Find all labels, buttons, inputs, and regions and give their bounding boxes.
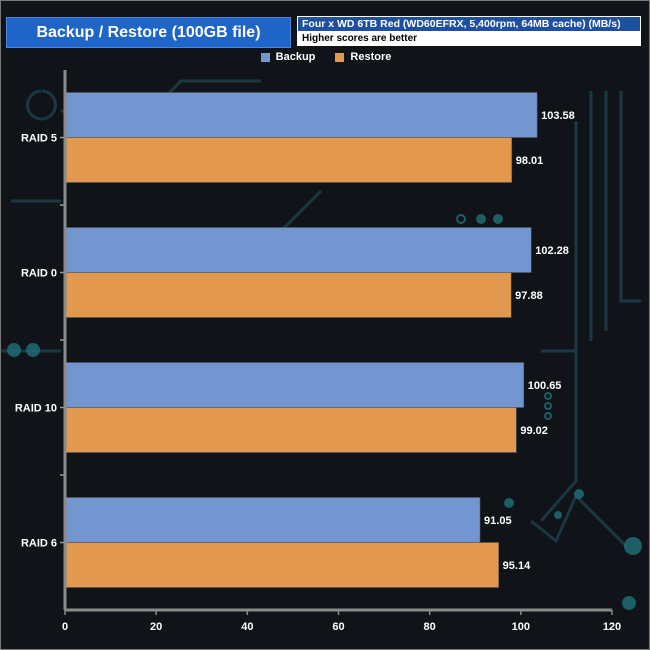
data-label: 91.05	[484, 515, 512, 527]
x-tick-label: 100	[512, 621, 530, 633]
chart-subtitle: Four x WD 6TB Red (WD60EFRX, 5,400rpm, 6…	[297, 16, 641, 32]
category-label: RAID 6	[21, 538, 57, 550]
data-label: 100.65	[528, 380, 562, 392]
x-tick-label: 60	[332, 621, 344, 633]
x-tick-label: 0	[62, 621, 68, 633]
x-tick-label: 20	[150, 621, 162, 633]
bar-restore-raid-0	[64, 272, 512, 318]
info-box: Four x WD 6TB Red (WD60EFRX, 5,400rpm, 6…	[297, 16, 641, 46]
data-label: 98.01	[516, 155, 544, 167]
legend-label-restore: Restore	[350, 51, 392, 63]
data-label: 102.28	[535, 245, 569, 257]
bar-backup-raid-0	[64, 227, 532, 273]
bar-backup-raid-5	[64, 92, 538, 138]
legend-item-backup: Backup	[260, 51, 316, 63]
bar-backup-raid-6	[64, 497, 481, 543]
legend: Backup Restore	[1, 51, 649, 63]
legend-swatch-backup	[260, 52, 270, 62]
bar-restore-raid-10	[64, 407, 517, 453]
category-label: RAID 10	[15, 403, 57, 415]
x-tick-label: 40	[241, 621, 253, 633]
category-label: RAID 5	[21, 133, 57, 145]
data-label: 97.88	[515, 290, 543, 302]
bar-restore-raid-6	[64, 542, 499, 588]
bar-restore-raid-5	[64, 137, 513, 183]
chart-note: Higher scores are better	[297, 32, 641, 46]
x-tick-label: 80	[424, 621, 436, 633]
x-tick-label: 120	[603, 621, 621, 633]
category-label: RAID 0	[21, 268, 57, 280]
bar-backup-raid-10	[64, 362, 525, 408]
chart-title: Backup / Restore (100GB file)	[6, 17, 291, 48]
data-label: 95.14	[503, 560, 531, 572]
data-label: 103.58	[541, 110, 575, 122]
legend-label-backup: Backup	[275, 51, 316, 63]
legend-item-restore: Restore	[335, 51, 391, 63]
legend-swatch-restore	[335, 52, 345, 62]
data-label: 99.02	[520, 425, 548, 437]
